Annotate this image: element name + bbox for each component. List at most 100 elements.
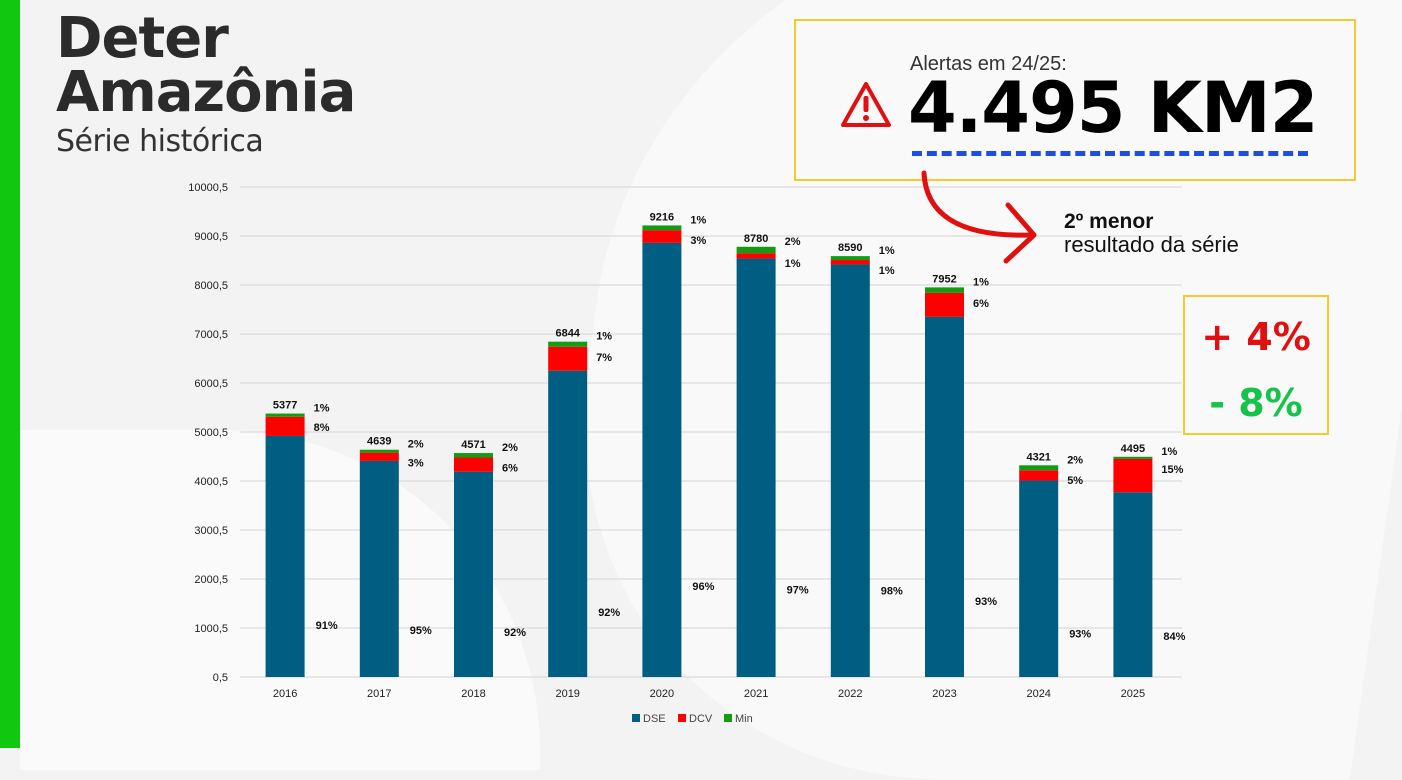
pct-label-dcv: 3%: [690, 235, 706, 247]
y-tick-label: 9000,5: [194, 231, 228, 243]
pct-label-dse: 84%: [1163, 631, 1185, 643]
note: 2º menor resultado da série: [1059, 210, 1239, 258]
bar-min: [1019, 465, 1059, 471]
accent-bar: [0, 0, 20, 748]
pct-label-dcv: 3%: [408, 458, 424, 470]
bar-min: [1113, 456, 1153, 459]
x-tick-label: 2025: [1121, 688, 1145, 700]
page-subtitle: Série histórica: [56, 124, 264, 159]
bar-dse: [736, 258, 776, 678]
y-tick-label: 6000,5: [194, 378, 228, 390]
bar-dse: [1113, 492, 1153, 678]
bar-total-label: 5377: [273, 400, 297, 412]
pct-label-dse: 93%: [975, 596, 997, 608]
x-tick-label: 2024: [1026, 688, 1050, 700]
pct-label-min: 2%: [502, 442, 518, 454]
bar-min: [454, 453, 493, 458]
y-tick-label: 3000,5: [194, 525, 228, 537]
pct-label-dcv: 8%: [314, 422, 330, 434]
pct-label-dcv: 6%: [502, 463, 518, 475]
bar-dcv: [830, 260, 870, 265]
bar-total-label: 9216: [650, 211, 674, 223]
x-tick-label: 2019: [555, 688, 579, 700]
alert-box: Alertas em 24/25: 4.495 KM2: [794, 19, 1356, 181]
bar-dcv: [1113, 458, 1153, 493]
bar-total-label: 8780: [744, 233, 768, 245]
stacked-bar-chart: 10000,5 9000,5 8000,5 7000,5 6000,5 5000,5 400…: [188, 182, 1185, 725]
y-tick-label: 10000,5: [188, 182, 228, 194]
x-tick-label: 2021: [744, 688, 768, 700]
bar-min: [830, 256, 870, 261]
pct-label-min: 1%: [879, 245, 895, 257]
x-tick-label: 2018: [461, 688, 485, 700]
bar-total-label: 4571: [461, 439, 485, 451]
pct-label-min: 1%: [596, 331, 612, 343]
change-box: + 4% - 8%: [1183, 295, 1329, 435]
bar-dse: [642, 242, 682, 678]
bar-dse: [1019, 480, 1059, 678]
pct-label-dcv: 5%: [1067, 475, 1083, 487]
pct-label-dse: 92%: [504, 627, 526, 639]
pct-label-min: 1%: [1161, 446, 1177, 458]
bar-dcv: [642, 230, 682, 243]
bar-total-label: 8590: [838, 242, 862, 254]
bar-dse: [830, 264, 870, 678]
pct-label-dse: 91%: [316, 620, 338, 632]
pct-label-dse: 96%: [692, 581, 714, 593]
pct-label-min: 2%: [408, 439, 424, 451]
y-tick-label: 5000,5: [194, 427, 228, 439]
bar-min: [548, 341, 588, 347]
pct-label-dcv: 7%: [596, 352, 612, 364]
pct-label-dcv: 6%: [973, 298, 989, 310]
page-title-line2: Amazônia: [56, 60, 356, 125]
pct-label-dse: 95%: [410, 625, 432, 637]
y-tick-label: 4000,5: [194, 476, 228, 488]
bar-total-label: 4495: [1121, 443, 1145, 455]
bar-dse: [265, 435, 305, 678]
bar-min: [642, 225, 682, 231]
legend-swatch-dcv: [678, 714, 686, 722]
pct-label-min: 1%: [314, 403, 330, 415]
bar-dcv: [925, 292, 964, 317]
pct-label-dse: 97%: [787, 584, 809, 596]
note-highlight: 2º menor: [1059, 210, 1158, 233]
bar-min: [736, 246, 776, 254]
pct-label-min: 2%: [1067, 454, 1083, 466]
pct-label-dse: 93%: [1069, 629, 1091, 641]
alert-label: Alertas em 24/25:: [910, 53, 1067, 75]
bar-min: [265, 413, 305, 417]
y-tick-label: 8000,5: [194, 280, 228, 292]
bar-total-label: 7952: [932, 273, 956, 285]
bar-total-label: 4639: [367, 436, 391, 448]
pct-label-dcv: 1%: [879, 265, 895, 277]
x-tick-label: 2023: [932, 688, 956, 700]
increase-value: + 4%: [1201, 315, 1311, 359]
x-tick-label: 2022: [838, 688, 862, 700]
bar-min: [359, 449, 399, 453]
pct-label-min: 1%: [973, 276, 989, 288]
bar-dcv: [1019, 470, 1059, 481]
legend-label-dcv: DCV: [689, 713, 713, 725]
pct-label-dse: 98%: [881, 586, 903, 598]
bar-dcv: [454, 457, 493, 472]
legend-swatch-dse: [632, 714, 640, 722]
bar-total-label: 6844: [555, 328, 580, 340]
warning-triangle-icon: [841, 82, 891, 127]
dashed-underline: [912, 151, 1308, 156]
y-tick-label: 0,5: [213, 672, 228, 684]
note-text: resultado da série: [1064, 232, 1239, 257]
pct-label-min: 1%: [690, 214, 706, 226]
bar-total-label: 4321: [1026, 451, 1050, 463]
title-block: Deter Amazônia Série histórica: [56, 11, 356, 160]
bar-dse: [548, 370, 588, 678]
legend-label-min: Min: [735, 713, 753, 725]
y-tick-label: 2000,5: [194, 574, 228, 586]
curved-arrow-icon: [921, 170, 1037, 264]
bar-dcv: [359, 452, 399, 461]
pct-label-min: 2%: [785, 236, 801, 248]
bar-dcv: [548, 346, 588, 371]
x-tick-label: 2016: [273, 688, 297, 700]
pct-label-dcv: 15%: [1161, 464, 1183, 476]
pct-label-dse: 92%: [598, 607, 620, 619]
bar-min: [925, 287, 964, 293]
